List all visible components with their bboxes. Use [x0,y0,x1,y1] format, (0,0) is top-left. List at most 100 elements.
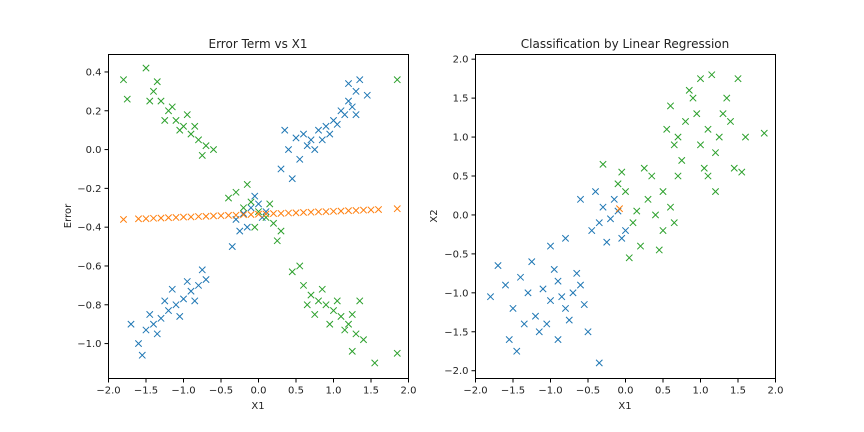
point-s0-42 [304,142,310,148]
point-s1-42 [319,286,325,292]
point-s0-22 [581,301,587,307]
y-tick-label: 1.5 [453,94,469,105]
point-s1-16 [192,123,198,129]
axes-frame [109,55,409,379]
point-s1-45 [342,327,348,333]
point-s1-31 [274,238,280,244]
point-s0-5 [532,313,538,319]
point-s0-7 [547,297,553,303]
point-s0-16 [536,329,542,335]
point-s2-34 [368,207,374,213]
point-s1-44 [334,298,340,304]
point-s1-40 [600,161,606,167]
x-tick-label: −1.0 [171,386,195,397]
x-tick-label: −0.5 [209,386,233,397]
point-s1-37 [338,313,344,319]
point-s0-39 [345,98,351,104]
point-s0-32 [293,135,299,141]
point-s2-14 [330,208,336,214]
point-s0-22 [248,205,254,211]
point-s0-31 [592,188,598,194]
y-tick-label: 2.0 [453,55,469,66]
point-s2-24 [218,213,224,219]
point-s1-24 [645,196,651,202]
point-s1-9 [686,87,692,93]
point-s0-13 [514,348,520,354]
point-s1-14 [724,95,730,101]
point-s1-25 [652,212,658,218]
point-s2-0 [120,216,126,222]
point-s0-45 [327,131,333,137]
point-s0-27 [600,204,606,210]
point-s2-18 [394,206,400,212]
point-s0-20 [566,317,572,323]
point-s1-1 [150,88,156,94]
point-s1-35 [634,208,640,214]
point-s2-25 [233,212,239,218]
chart-classification: Classification by Linear Regression X1 X… [429,37,783,412]
point-s0-38 [547,243,553,249]
point-s2-32 [338,208,344,214]
point-s0-36 [596,360,602,366]
point-s1-30 [622,188,628,194]
point-s0-54 [345,80,351,86]
x-tick-label: 0.0 [618,386,634,397]
point-s0-21 [240,210,246,216]
point-s1-21 [697,75,703,81]
point-s1-20 [225,195,231,201]
point-s1-13 [169,104,175,110]
x-tick-label: −1.5 [501,386,525,397]
point-s0-23 [585,329,591,335]
point-s1-14 [177,127,183,133]
point-s1-18 [761,130,767,136]
point-s0-0 [487,294,493,300]
point-s1-11 [154,78,160,84]
point-s2-6 [210,213,216,219]
point-s0-11 [154,331,160,337]
y-tick-label: 1.0 [453,133,469,144]
y-tick-label: −1.5 [444,327,468,338]
y-tick-label: −0.2 [77,184,101,195]
y-tick-label: −1.0 [444,288,468,299]
point-s0-8 [195,282,201,288]
point-s0-12 [506,336,512,342]
chart-title: Error Term vs X1 [209,37,308,51]
point-s1-26 [660,227,666,233]
point-s0-24 [244,224,250,230]
point-s0-26 [596,220,602,226]
point-s0-2 [510,305,516,311]
point-s0-2 [150,321,156,327]
point-s1-0 [675,134,681,140]
point-s0-0 [135,340,141,346]
point-s2-30 [308,209,314,215]
point-s2-26 [248,211,254,217]
point-s1-1 [682,118,688,124]
point-s0-50 [364,92,370,98]
point-s1-48 [349,348,355,354]
point-s0-3 [158,315,164,321]
point-s1-17 [199,152,205,158]
point-s1-41 [312,311,318,317]
x-tick-label: 1.0 [326,386,342,397]
point-s2-1 [135,216,141,222]
point-s0-25 [237,228,243,234]
point-s0-27 [252,193,258,199]
point-s0-6 [540,286,546,292]
point-s1-52 [289,269,295,275]
point-s1-18 [124,96,130,102]
x-tick-label: 0.5 [655,386,671,397]
point-s1-36 [330,307,336,313]
point-s2-21 [173,214,179,220]
y-tick-label: −0.6 [77,261,101,272]
point-s0-48 [349,104,355,110]
point-s1-4 [705,126,711,132]
y-tick-label: 0.4 [86,67,102,78]
point-s0-4 [165,307,171,313]
point-s0-30 [622,227,628,233]
point-s0-30 [278,166,284,172]
point-s1-39 [353,331,359,337]
y-tick-label: −0.8 [77,300,101,311]
point-s0-52 [282,127,288,133]
point-s1-28 [637,243,643,249]
point-s0-44 [319,137,325,143]
